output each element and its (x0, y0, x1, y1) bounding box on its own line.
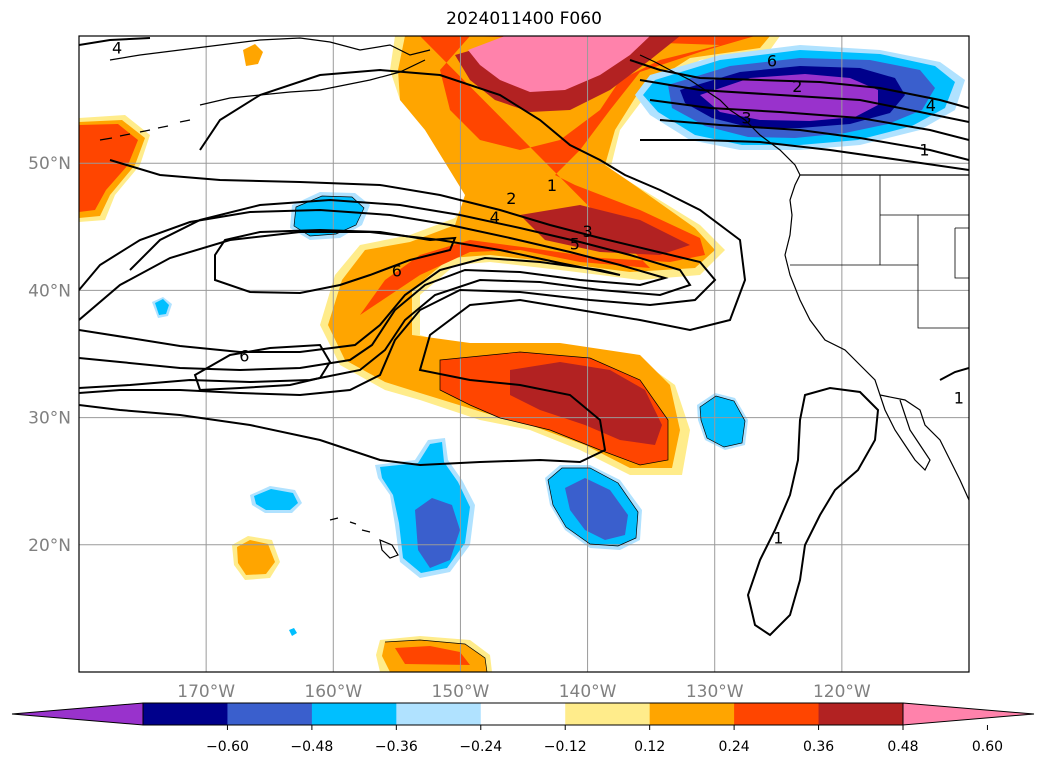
map-title: 2024011400 F060 (446, 9, 602, 29)
shade-c4-blue (700, 396, 745, 447)
lon-tick-label: 160°W (304, 682, 362, 702)
lon-tick-label: 150°W (432, 682, 490, 702)
colorbar-swatch (818, 703, 904, 725)
shade-c1-blue (294, 196, 364, 236)
contour-label: 6 (392, 261, 402, 280)
state-borders (790, 174, 969, 329)
coastlines (99, 37, 969, 559)
lat-tick-label: 30°N (28, 409, 71, 429)
contour-label: 6 (767, 51, 777, 70)
contour-label: 1 (547, 176, 557, 195)
contour-2 (79, 159, 717, 397)
shade-patch-1 (243, 44, 263, 66)
contour-4 (79, 208, 669, 372)
coastline-alaska (109, 37, 801, 176)
contour-3-ne (649, 99, 969, 141)
colorbar-swatch (649, 703, 735, 725)
shade-outlines (293, 195, 746, 672)
lon-tick-label: 140°W (559, 682, 617, 702)
contour-6-upper (214, 228, 457, 295)
contour-label: 4 (926, 96, 936, 115)
contour-label: 1 (954, 389, 964, 408)
colorbar-tick-label: −0.48 (290, 739, 333, 755)
colorbar-tick-label: −0.24 (459, 739, 502, 755)
contour-1-ne (629, 59, 969, 109)
contour-5-ne (640, 139, 969, 171)
contour-2-ne (639, 79, 969, 123)
colorbar-tick-label: 0.24 (719, 739, 750, 755)
shade-c6-blue (155, 299, 169, 315)
lat-tick-label: 20°N (28, 536, 71, 556)
baja-peninsula (879, 394, 931, 472)
latitude-labels: 20°N 30°N 40°N 50°N (28, 154, 71, 556)
contour-5 (79, 231, 621, 353)
longitude-labels: 170°W 160°W 150°W 140°W 130°W 120°W (177, 682, 871, 702)
contour-label: 1 (773, 528, 783, 547)
hawaii-islands (329, 517, 399, 559)
contour-label: 3 (741, 109, 751, 128)
shade-c2-royal (415, 498, 460, 568)
contour-label: 1 (919, 140, 929, 159)
colorbar-tick-label: 0.48 (887, 739, 918, 755)
colorbar-swatch (396, 703, 482, 725)
contour-1-se (939, 367, 969, 381)
lon-tick-label: 170°W (177, 682, 235, 702)
shade-west-red (79, 124, 138, 212)
colorbar-extend-low (11, 702, 144, 726)
shade-patch-2b (237, 540, 275, 575)
shade-nepac-pink (468, 36, 650, 92)
colorbar-tick-label: 0.60 (972, 739, 1003, 755)
colorbar-tick-label: 0.36 (803, 739, 834, 755)
contour-4-ne (659, 119, 969, 161)
outline-patch-3 (384, 639, 488, 672)
colorbar-tick-label: −0.60 (206, 739, 249, 755)
colorbar-tick-label: −0.12 (544, 739, 587, 755)
colorbar-swatch (734, 703, 820, 725)
contour-label: 3 (582, 222, 592, 241)
border-states (790, 175, 969, 329)
coastline-north-america (784, 174, 969, 501)
colorbar-frame (142, 702, 904, 726)
lon-tick-label: 120°W (813, 682, 871, 702)
contour-1 (79, 37, 747, 467)
contour-label: 2 (506, 189, 516, 208)
colorbar-tick-label: −0.36 (375, 739, 418, 755)
colorbar-swatch (565, 703, 651, 725)
contour-label: 6 (239, 347, 249, 366)
outline-c3 (547, 467, 639, 547)
contour-lines (79, 37, 969, 637)
contour-label: 2 (792, 77, 802, 96)
colorbar-tick-label: 0.12 (634, 739, 665, 755)
colorbar-extend-high (902, 702, 1035, 726)
colorbar-swatch (311, 703, 397, 725)
colorbar: −0.60 −0.48 −0.36 −0.24 −0.12 0.12 0.24 0.36 0.4… (11, 702, 1035, 755)
shade-patch-3c (395, 646, 470, 665)
lat-tick-label: 40°N (28, 281, 71, 301)
lon-tick-label: 130°W (686, 682, 744, 702)
colorbar-swatch (480, 703, 566, 725)
map-frame (78, 35, 970, 673)
contour-6-lower (193, 343, 332, 392)
outline-c4 (699, 395, 746, 448)
contour-label: 4 (490, 208, 500, 227)
contour-label: 5 (570, 235, 580, 254)
shade-c7-blue (289, 628, 297, 636)
contour-label: 4 (112, 39, 122, 58)
outline-red-se (439, 351, 669, 466)
shade-c5-blue (254, 489, 298, 510)
contour-1-east (746, 386, 880, 637)
lat-tick-label: 50°N (28, 154, 71, 174)
colorbar-swatch (143, 703, 228, 725)
shade-c3-royal (565, 478, 628, 540)
aleutian-islands (99, 119, 191, 141)
colorbar-swatch (227, 703, 313, 725)
outline-c1 (293, 195, 365, 237)
